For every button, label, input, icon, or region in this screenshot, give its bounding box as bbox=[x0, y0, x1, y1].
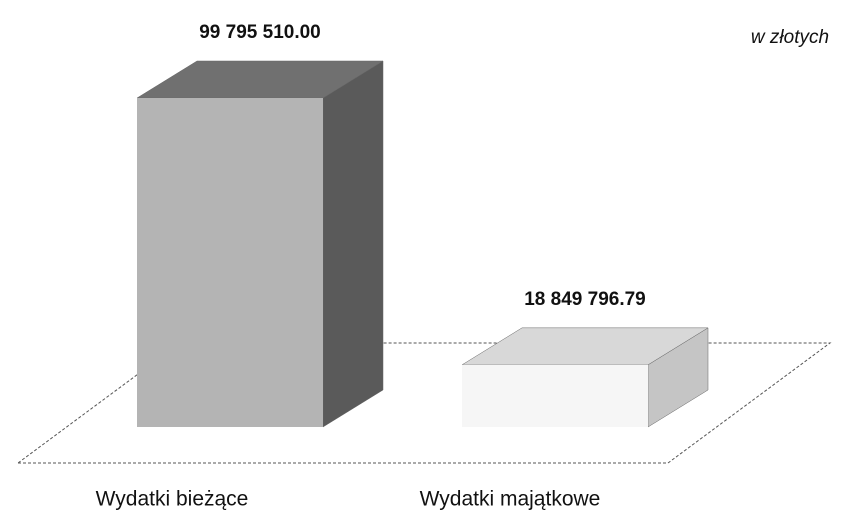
bar bbox=[462, 364, 648, 427]
x-tick-label: Wydatki majątkowe bbox=[420, 488, 601, 511]
floor bbox=[16, 342, 832, 464]
bar bbox=[137, 98, 323, 427]
value-label: 99 795 510.00 bbox=[199, 22, 321, 43]
x-tick-label: Wydatki bieżące bbox=[96, 488, 249, 511]
bar-side bbox=[322, 60, 384, 428]
value-label: 18 849 796.79 bbox=[524, 289, 646, 310]
annotation: w złotych bbox=[751, 27, 829, 48]
